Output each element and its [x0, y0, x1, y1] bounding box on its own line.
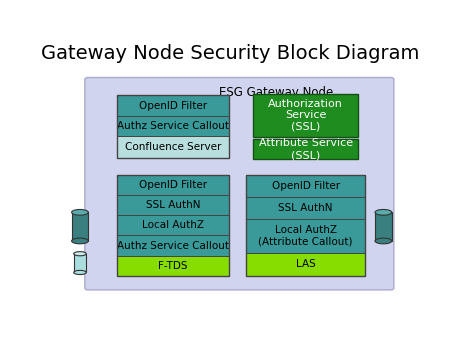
Text: Confluence Server: Confluence Server	[125, 142, 221, 152]
Bar	[246, 175, 365, 276]
Bar	[117, 256, 229, 276]
Text: Local AuthZ
(Attribute Callout): Local AuthZ (Attribute Callout)	[258, 225, 353, 247]
Ellipse shape	[375, 210, 392, 215]
Text: Authz Service Callout: Authz Service Callout	[117, 121, 229, 131]
Text: ESG Gateway Node: ESG Gateway Node	[219, 86, 333, 99]
Bar	[117, 95, 229, 158]
Bar	[246, 197, 365, 219]
Bar	[246, 253, 365, 276]
Ellipse shape	[74, 251, 86, 256]
Text: SSL AuthN: SSL AuthN	[279, 203, 333, 213]
Bar	[117, 175, 229, 195]
Ellipse shape	[74, 270, 86, 274]
Bar	[117, 137, 229, 158]
Ellipse shape	[72, 238, 88, 244]
Bar	[375, 212, 392, 241]
Bar	[246, 175, 365, 197]
Ellipse shape	[375, 238, 392, 244]
Bar	[117, 236, 229, 256]
Bar	[253, 140, 358, 159]
Bar	[74, 254, 86, 272]
Text: Authz Service Callout: Authz Service Callout	[117, 241, 229, 251]
Bar	[117, 95, 229, 116]
Bar	[246, 219, 365, 253]
Text: Gateway Node Security Block Diagram: Gateway Node Security Block Diagram	[41, 44, 420, 63]
FancyBboxPatch shape	[85, 77, 394, 290]
Bar	[117, 215, 229, 236]
Bar	[253, 94, 358, 137]
Bar	[117, 116, 229, 137]
Bar	[117, 195, 229, 215]
Text: Attribute Service
(SSL): Attribute Service (SSL)	[259, 139, 353, 160]
Bar	[72, 212, 88, 241]
Text: LAS: LAS	[296, 260, 315, 269]
Ellipse shape	[72, 210, 88, 215]
Bar	[117, 175, 229, 276]
Text: Local AuthZ: Local AuthZ	[142, 220, 204, 230]
Text: SSL AuthN: SSL AuthN	[146, 200, 200, 210]
Text: OpenID Filter: OpenID Filter	[271, 181, 340, 191]
Text: F-TDS: F-TDS	[158, 261, 188, 271]
Text: OpenID Filter: OpenID Filter	[139, 100, 207, 111]
Text: OpenID Filter: OpenID Filter	[139, 180, 207, 190]
Text: Authorization
Service
(SSL): Authorization Service (SSL)	[268, 99, 343, 132]
